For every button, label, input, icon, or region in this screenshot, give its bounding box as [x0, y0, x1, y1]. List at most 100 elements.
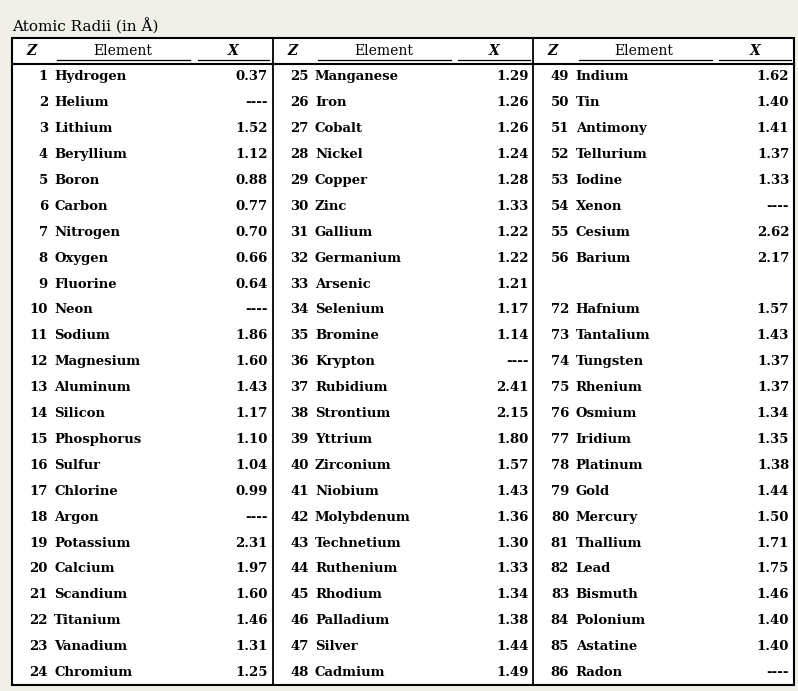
- Text: Yttrium: Yttrium: [315, 433, 372, 446]
- Text: Polonium: Polonium: [575, 614, 646, 627]
- Text: 6: 6: [38, 200, 48, 213]
- Text: Z: Z: [26, 44, 37, 58]
- Text: Titanium: Titanium: [54, 614, 122, 627]
- Text: 39: 39: [290, 433, 309, 446]
- Text: 11: 11: [30, 330, 48, 342]
- Text: 82: 82: [551, 562, 569, 576]
- Text: 1.30: 1.30: [496, 536, 528, 549]
- Text: Niobium: Niobium: [315, 484, 379, 498]
- Text: 80: 80: [551, 511, 569, 524]
- Text: 27: 27: [290, 122, 309, 135]
- Text: 1.33: 1.33: [757, 174, 789, 187]
- Text: Z: Z: [547, 44, 558, 58]
- Text: 52: 52: [551, 148, 569, 161]
- Text: Sodium: Sodium: [54, 330, 110, 342]
- Text: 5: 5: [38, 174, 48, 187]
- Text: 85: 85: [551, 640, 569, 653]
- Text: Z: Z: [287, 44, 298, 58]
- Text: 1.40: 1.40: [757, 614, 789, 627]
- Text: 20: 20: [30, 562, 48, 576]
- Text: 45: 45: [290, 588, 309, 601]
- Text: Magnesium: Magnesium: [54, 355, 140, 368]
- Text: Antimony: Antimony: [575, 122, 646, 135]
- Text: Astatine: Astatine: [575, 640, 637, 653]
- Text: Tungsten: Tungsten: [575, 355, 644, 368]
- Text: 47: 47: [290, 640, 309, 653]
- Text: 1.34: 1.34: [496, 588, 528, 601]
- Text: Cadmium: Cadmium: [315, 666, 385, 679]
- Text: 78: 78: [551, 459, 569, 472]
- Text: Neon: Neon: [54, 303, 93, 316]
- Text: 1.17: 1.17: [235, 407, 268, 420]
- Text: Beryllium: Beryllium: [54, 148, 127, 161]
- Text: 2.31: 2.31: [235, 536, 268, 549]
- Text: Element: Element: [354, 44, 413, 58]
- Text: 1.38: 1.38: [757, 459, 789, 472]
- Text: 1.44: 1.44: [757, 484, 789, 498]
- Text: X: X: [489, 44, 500, 58]
- Text: 1.37: 1.37: [757, 148, 789, 161]
- Text: 42: 42: [290, 511, 309, 524]
- Text: Indium: Indium: [575, 70, 629, 84]
- Text: 1.80: 1.80: [496, 433, 528, 446]
- Text: 1.43: 1.43: [496, 484, 528, 498]
- Text: 1.43: 1.43: [235, 381, 268, 394]
- Text: 77: 77: [551, 433, 569, 446]
- Text: Hafnium: Hafnium: [575, 303, 640, 316]
- Text: 1.86: 1.86: [235, 330, 268, 342]
- Text: 1.49: 1.49: [496, 666, 528, 679]
- Text: ----: ----: [245, 303, 268, 316]
- Text: Palladium: Palladium: [315, 614, 389, 627]
- Text: 75: 75: [551, 381, 569, 394]
- Text: Oxygen: Oxygen: [54, 252, 109, 265]
- Text: 1.34: 1.34: [757, 407, 789, 420]
- Text: Technetium: Technetium: [315, 536, 401, 549]
- Text: 1.57: 1.57: [496, 459, 528, 472]
- Text: Phosphorus: Phosphorus: [54, 433, 141, 446]
- Text: Osmium: Osmium: [575, 407, 637, 420]
- Text: 38: 38: [290, 407, 309, 420]
- Text: Iodine: Iodine: [575, 174, 622, 187]
- Text: 1.10: 1.10: [235, 433, 268, 446]
- Text: Nitrogen: Nitrogen: [54, 226, 120, 239]
- Text: 54: 54: [551, 200, 569, 213]
- Text: 1.26: 1.26: [496, 96, 528, 109]
- Text: 31: 31: [290, 226, 309, 239]
- Text: 32: 32: [290, 252, 309, 265]
- Text: X: X: [749, 44, 760, 58]
- Text: 1: 1: [38, 70, 48, 84]
- Text: 1.26: 1.26: [496, 122, 528, 135]
- Text: 1.75: 1.75: [757, 562, 789, 576]
- Text: Scandium: Scandium: [54, 588, 128, 601]
- Text: Iron: Iron: [315, 96, 346, 109]
- Text: Molybdenum: Molybdenum: [315, 511, 411, 524]
- Text: Lithium: Lithium: [54, 122, 113, 135]
- Text: Ruthenium: Ruthenium: [315, 562, 397, 576]
- Text: 55: 55: [551, 226, 569, 239]
- Text: 16: 16: [30, 459, 48, 472]
- Text: Xenon: Xenon: [575, 200, 622, 213]
- Text: 1.04: 1.04: [235, 459, 268, 472]
- Text: 0.77: 0.77: [235, 200, 268, 213]
- Text: 22: 22: [30, 614, 48, 627]
- Text: Platinum: Platinum: [575, 459, 643, 472]
- Text: 40: 40: [290, 459, 309, 472]
- Text: 1.35: 1.35: [757, 433, 789, 446]
- Text: 0.88: 0.88: [235, 174, 268, 187]
- Text: 2: 2: [38, 96, 48, 109]
- Text: 46: 46: [290, 614, 309, 627]
- Text: 1.57: 1.57: [757, 303, 789, 316]
- Text: Hydrogen: Hydrogen: [54, 70, 127, 84]
- Text: Thallium: Thallium: [575, 536, 642, 549]
- Text: 1.50: 1.50: [757, 511, 789, 524]
- Text: 51: 51: [551, 122, 569, 135]
- Text: 43: 43: [290, 536, 309, 549]
- Text: Aluminum: Aluminum: [54, 381, 131, 394]
- Text: Argon: Argon: [54, 511, 99, 524]
- Text: Chlorine: Chlorine: [54, 484, 118, 498]
- Text: 1.33: 1.33: [496, 200, 528, 213]
- Text: ----: ----: [767, 200, 789, 213]
- Text: 1.52: 1.52: [235, 122, 268, 135]
- Text: Gallium: Gallium: [315, 226, 373, 239]
- Text: 1.37: 1.37: [757, 355, 789, 368]
